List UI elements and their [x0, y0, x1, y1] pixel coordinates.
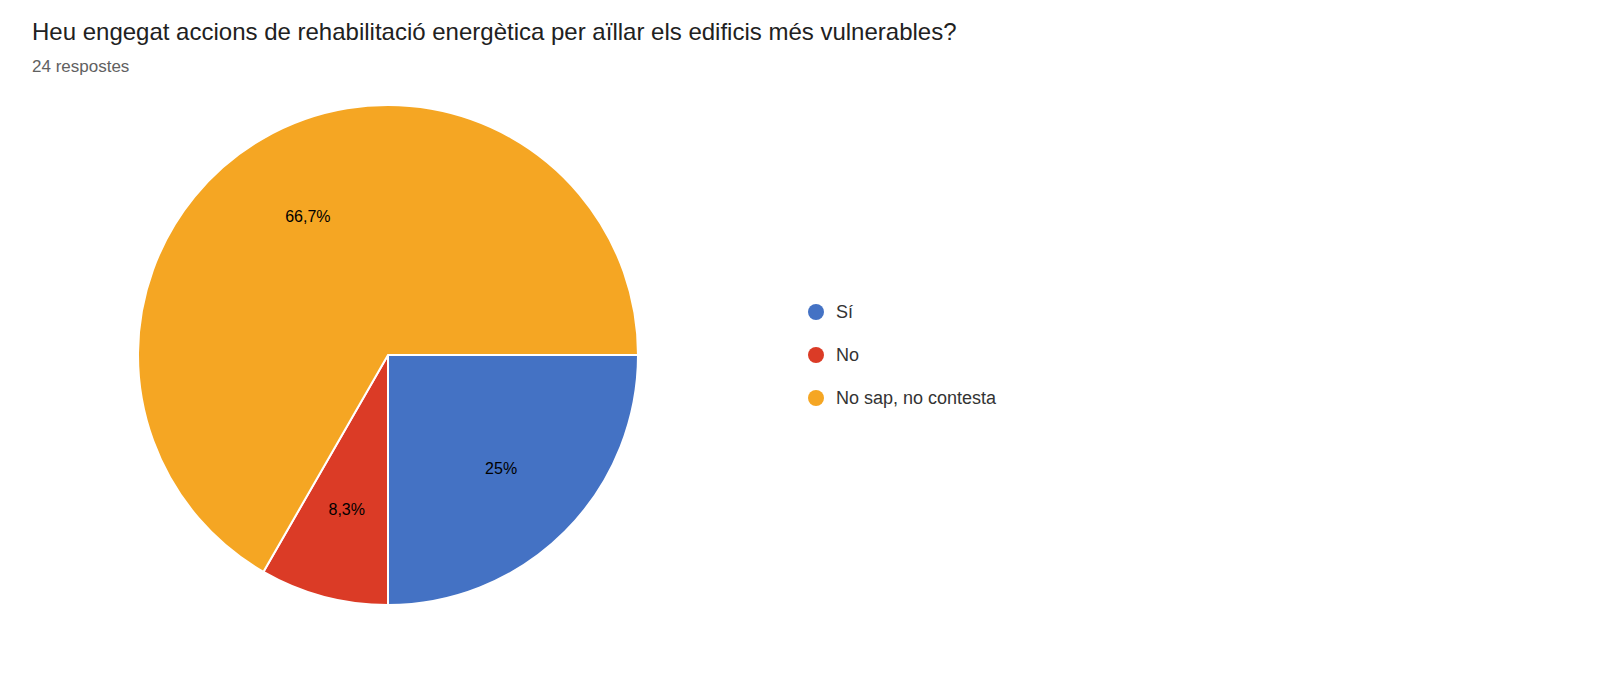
svg-text:8,3%: 8,3%	[329, 501, 365, 518]
html-text:Heu engegat accions de rehabil: Heu engegat accions de rehabilitació ene…	[32, 18, 957, 45]
html-text:No sap, no contesta: No sap, no contesta	[836, 387, 997, 408]
html-text:Sí: Sí	[836, 301, 853, 322]
html-text:No: No	[836, 344, 859, 365]
svg-text:66,7%: 66,7%	[285, 208, 330, 225]
svg-text:25%: 25%	[485, 460, 517, 477]
html-text:24 respostes: 24 respostes	[32, 57, 130, 77]
